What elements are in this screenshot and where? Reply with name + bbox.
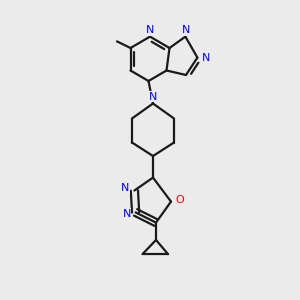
Text: N: N	[182, 25, 190, 35]
Text: N: N	[122, 209, 131, 219]
Text: N: N	[121, 183, 130, 193]
Text: O: O	[176, 195, 184, 205]
Text: N: N	[202, 52, 211, 63]
Text: N: N	[146, 25, 154, 35]
Text: N: N	[149, 92, 157, 102]
